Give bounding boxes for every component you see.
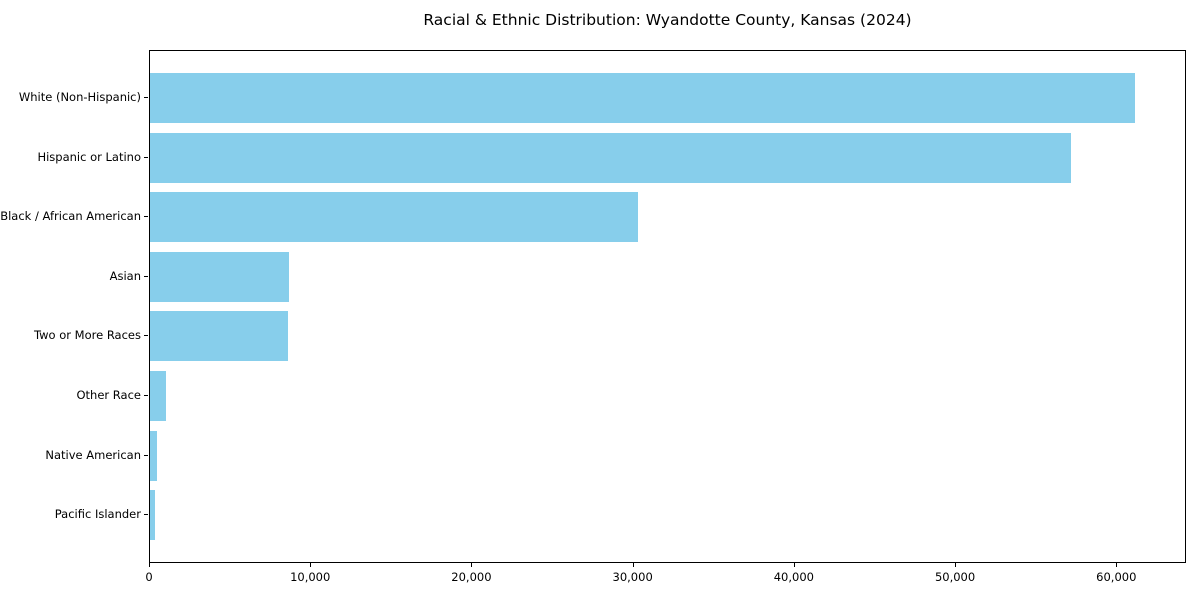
bar-hispanic-or-latino	[150, 132, 1072, 183]
chart-title: Racial & Ethnic Distribution: Wyandotte …	[423, 11, 912, 29]
bar-other-race	[150, 371, 167, 421]
bar-white-non-hispanic	[150, 73, 1136, 123]
y-axis-tick	[144, 97, 148, 98]
y-axis-tick	[144, 275, 148, 277]
y-axis-label-white-non-hispanic: White (Non-Hispanic)	[18, 90, 141, 104]
x-axis-tick	[793, 563, 795, 567]
y-axis-label-hispanic-or-latino: Hispanic or Latino	[37, 149, 141, 164]
y-axis-label-two-or-more-races: Two or More Races	[34, 328, 141, 343]
bar-pacific-islander	[150, 490, 155, 541]
bar-black-african-american	[150, 192, 639, 243]
x-axis-label-20000: 20,000	[451, 570, 492, 584]
plot-area	[149, 50, 1186, 563]
y-axis-tick	[144, 395, 148, 396]
y-axis-tick	[144, 514, 148, 516]
y-axis-tick	[144, 216, 148, 218]
x-axis-tick	[955, 563, 957, 567]
y-axis-tick	[144, 335, 148, 337]
x-axis-label-10000: 10,000	[290, 570, 331, 584]
x-axis-label-40000: 40,000	[773, 570, 814, 584]
bar-two-or-more-races	[150, 311, 288, 362]
y-axis-label-other-race: Other Race	[76, 388, 142, 402]
x-axis-tick	[310, 563, 312, 567]
x-axis-label-0: 0	[145, 570, 153, 584]
bar-asian	[150, 251, 290, 302]
x-axis-tick	[1116, 563, 1118, 567]
y-axis-label-black-african-american: Black / African American	[0, 209, 141, 224]
y-axis-label-native-american: Native American	[45, 447, 141, 462]
x-axis-tick	[632, 563, 634, 567]
y-axis-label-pacific-islander: Pacific Islander	[54, 507, 141, 522]
y-axis-tick	[144, 156, 148, 158]
x-axis-label-50000: 50,000	[934, 570, 976, 584]
x-axis-tick	[149, 563, 150, 567]
x-axis-tick	[471, 563, 473, 567]
y-axis-label-asian: Asian	[109, 268, 141, 283]
x-axis-label-60000: 60,000	[1096, 570, 1137, 584]
bar-native-american	[150, 430, 158, 481]
x-axis-label-30000: 30,000	[612, 570, 653, 584]
y-axis-tick	[144, 454, 148, 456]
